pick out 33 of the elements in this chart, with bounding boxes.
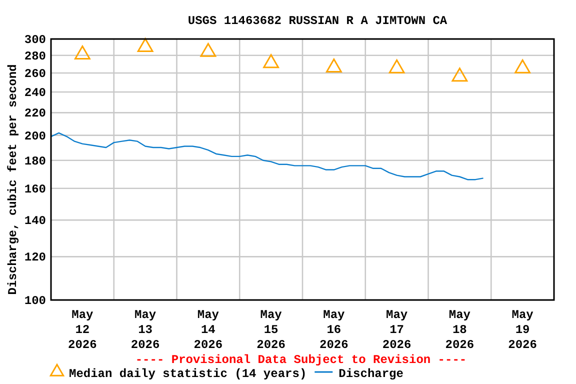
y-tick-label: 100 xyxy=(24,294,46,308)
line-series xyxy=(50,132,484,180)
y-tick-label: 220 xyxy=(24,106,46,121)
x-tick-label: May 13 2026 xyxy=(130,308,160,352)
legend-label: Discharge xyxy=(338,367,404,381)
point xyxy=(452,68,468,82)
y-tick-label: 280 xyxy=(24,49,46,64)
x-tick-label: May 17 2026 xyxy=(382,308,412,352)
y-tick-label: 160 xyxy=(24,182,46,196)
point xyxy=(137,38,154,52)
point xyxy=(200,42,216,57)
text: ---- Provisional Data Subject to Revision ---- xyxy=(135,353,467,367)
legend-label: Median daily statistic (14 years) xyxy=(69,367,307,381)
y-axis-title: Discharge, cubic feet per second xyxy=(6,64,20,295)
y-tick-label: 240 xyxy=(24,86,46,100)
x-tick-label: May 19 2026 xyxy=(508,308,537,352)
x-tick-label: May 15 2026 xyxy=(256,308,286,352)
point xyxy=(388,59,405,74)
x-tick-label: May 18 2026 xyxy=(445,308,474,352)
point xyxy=(326,58,342,72)
x-tick-label: May 14 2026 xyxy=(194,308,223,352)
y-tick-label: 200 xyxy=(24,129,46,144)
y-tick-label: 260 xyxy=(24,66,46,81)
x-tick-label: May 12 2026 xyxy=(68,308,97,352)
y-tick-label: 300 xyxy=(24,33,46,47)
y-tick-label: 140 xyxy=(24,214,46,228)
x-tick-label: May 16 2026 xyxy=(320,308,348,352)
point xyxy=(263,54,280,68)
y-tick-label: 120 xyxy=(24,250,46,265)
point xyxy=(514,59,531,74)
chart-title: USGS 11463682 RUSSIAN R A JIMTOWN CA xyxy=(188,14,448,28)
y-tick-label: 180 xyxy=(24,154,46,168)
point xyxy=(74,45,90,60)
